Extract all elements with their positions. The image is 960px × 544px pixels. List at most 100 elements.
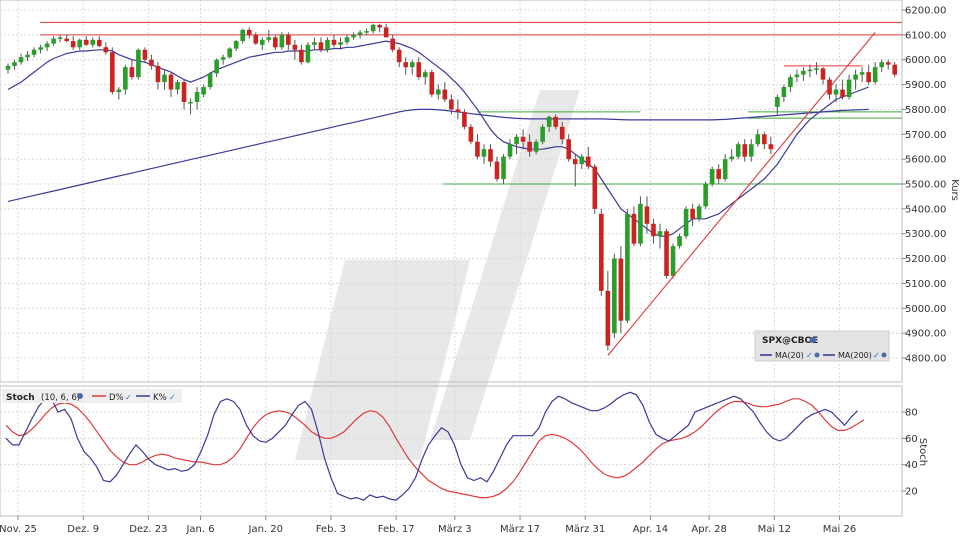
price-axis: 4800.00 4900.00 5000.00 5100.00 5200.00 5300.… [902,6,946,365]
legend-ma20-check-icon[interactable]: ✓ [806,351,813,360]
candle [286,32,291,50]
candle [416,57,422,80]
price-axis-label: Kurs [949,179,960,201]
candle-body-down [762,134,767,145]
candle [631,206,637,247]
candle-body-up [579,156,585,165]
candle [559,121,565,145]
candle-body-up [853,74,858,80]
horizontal-lines [40,21,902,185]
candle-body-down [299,49,304,63]
candle-body-up [540,126,545,142]
candle-body-up [775,97,780,107]
date-tick-label: Jan. 20 [248,524,284,535]
stoch-k-check-icon[interactable]: ✓ [169,393,176,402]
candle-body-up [90,39,96,45]
candle-body-up [162,74,167,83]
candle-body-down [246,29,252,35]
candle-body-down [110,52,115,93]
candle-body-up [794,74,800,78]
candle-body-down [585,156,591,167]
legend-ma200-check-icon[interactable]: ✓ [873,351,880,360]
candle-body-down [892,64,898,75]
stoch-d-check-icon[interactable]: ✓ [125,393,132,402]
candle-body-down [292,44,298,50]
candle-body-up [814,68,819,70]
candle [233,39,239,52]
date-axis: Nov. 25 Dez. 9 Dez. 23 Jan. 6 Jan. 20 Feb. 3 F… [0,516,856,535]
candle-body-up [123,67,128,90]
candle-body-up [879,62,884,68]
candle [546,115,552,132]
candle-body-up [507,144,513,157]
candle [801,67,806,81]
candle [735,141,741,160]
candle-body-down [572,159,578,165]
date-tick-label: März 3 [438,524,472,535]
candle [175,79,180,95]
candle [194,87,200,110]
candle-body-down [64,38,69,42]
stoch-info-icon[interactable] [77,393,83,399]
candle-body-down [840,89,845,97]
candle-body-down [716,169,721,180]
candle [422,69,428,85]
stoch-series [5,391,865,501]
candle [90,37,96,48]
candle-body-down [644,206,650,224]
legend-info-icon[interactable] [810,337,816,343]
candle-body-down [168,74,174,90]
candle-body-up [38,47,43,50]
candle-body-down [475,141,480,157]
candle [266,29,272,43]
candle-body-down [488,149,493,162]
candle-body-down [520,136,526,142]
date-tick-label: März 17 [500,524,540,535]
candle-body-down [318,42,324,50]
legend-ma20-settings-icon[interactable] [814,352,820,358]
candle [370,23,376,34]
candle [618,246,624,334]
candle [488,144,493,167]
date-tick-label: März 31 [565,524,605,535]
stoch-tick-label: 40 [905,460,918,471]
candle-body-down [631,213,637,244]
candle-body-up [77,39,83,48]
date-tick-label: Apr. 28 [691,524,726,535]
candle-body-up [25,54,30,58]
candle-body-up [612,258,617,334]
candle [475,134,480,160]
candle [664,228,669,279]
candle [227,47,232,59]
legend-ma200-label: MA(200) [838,351,872,360]
stoch-legend-params: (10, 6, 6) [41,393,80,403]
candle-body-up [175,82,180,90]
price-tick-label: 5700.00 [905,130,946,141]
candle [651,218,656,244]
candle [116,87,122,100]
candle-body-down [768,144,774,150]
candle [220,54,226,65]
candle [540,124,545,145]
candle [38,44,43,54]
candle [585,146,591,170]
price-tick-label: 6000.00 [905,55,946,66]
candle [70,36,76,50]
candle [240,28,246,44]
candle [683,206,689,239]
candle [605,271,611,351]
candle [840,79,845,100]
date-tick-label: Dez. 9 [67,524,99,535]
candle [468,124,474,145]
candle [338,37,343,50]
candle [273,34,278,50]
candle [442,82,448,102]
candle-body-up [279,34,285,48]
watermark-logo [295,90,580,460]
candle-body-up [670,246,676,276]
candle-body-down [820,68,826,80]
legend-ma200-settings-icon[interactable] [881,352,887,358]
